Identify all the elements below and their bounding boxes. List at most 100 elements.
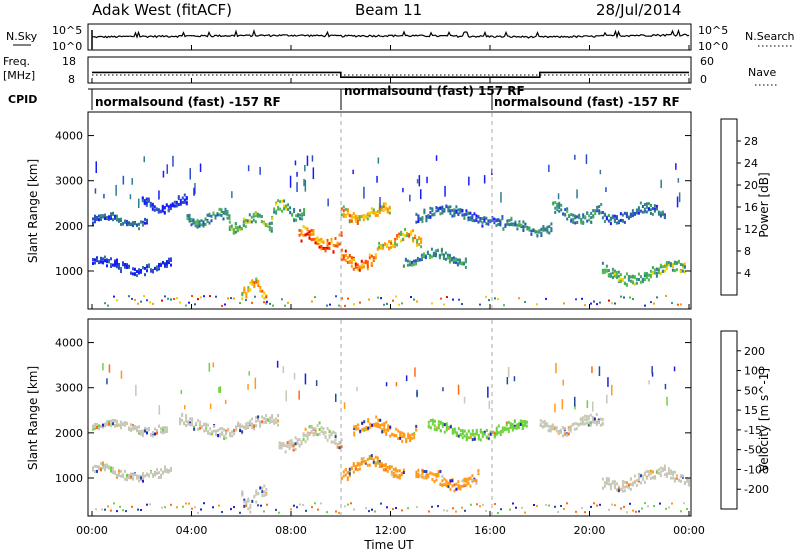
heatmap-cell — [132, 267, 134, 271]
heatmap-cell — [582, 215, 585, 219]
heatmap-cell — [379, 424, 382, 427]
heatmap-cell — [164, 263, 166, 267]
heatmap-cell — [213, 429, 216, 433]
velocity-colorbar-tick-label: -15 — [744, 424, 762, 437]
heatmap-cell — [342, 257, 345, 261]
heatmap-cell — [281, 298, 283, 301]
heatmap-cell — [356, 468, 359, 472]
heatmap-cell — [615, 221, 618, 225]
heatmap-cell — [659, 265, 662, 269]
heatmap-cell — [431, 505, 433, 508]
heatmap-cell — [371, 423, 374, 427]
heatmap-cell — [104, 508, 106, 511]
heatmap-cell — [376, 459, 379, 463]
heatmap-cell — [599, 417, 602, 421]
heatmap-cell — [303, 209, 306, 213]
heatmap-cell — [100, 218, 102, 221]
heatmap-cell — [153, 205, 156, 209]
heatmap-cell — [489, 430, 492, 434]
heatmap-cell — [356, 461, 359, 465]
heatmap-cell — [218, 213, 221, 217]
heatmap-cell — [302, 225, 305, 228]
heatmap-cell — [633, 481, 636, 485]
heatmap-cell — [619, 212, 622, 216]
heatmap-cell — [385, 420, 388, 424]
heatmap-cell — [579, 422, 582, 426]
heatmap-cell — [514, 220, 517, 224]
heatmap-cell — [144, 217, 146, 221]
heatmap-cell — [273, 210, 276, 214]
heatmap-cell — [142, 266, 144, 270]
heatmap-cell — [185, 201, 188, 205]
heatmap-cell — [304, 179, 307, 192]
heatmap-cell — [366, 265, 369, 269]
heatmap-cell — [429, 471, 432, 475]
heatmap-cell — [583, 418, 586, 422]
heatmap-cell — [635, 211, 638, 215]
heatmap-cell — [513, 426, 516, 430]
heatmap-cell — [653, 207, 656, 211]
heatmap-cell — [228, 225, 231, 229]
heatmap-cell — [505, 427, 508, 431]
heatmap-cell — [422, 252, 425, 256]
heatmap-cell — [536, 230, 539, 234]
heatmap-cell — [353, 431, 356, 435]
heatmap-cell — [284, 304, 286, 307]
heatmap-cell — [372, 211, 375, 215]
heatmap-cell — [354, 265, 357, 269]
heatmap-cell — [241, 490, 244, 494]
heatmap-cell — [311, 300, 313, 303]
heatmap-cell — [202, 224, 205, 228]
heatmap-cell — [643, 274, 646, 278]
heatmap-cell — [473, 478, 476, 482]
heatmap-cell — [383, 303, 385, 306]
heatmap-cell — [667, 263, 670, 266]
heatmap-cell — [438, 253, 441, 257]
heatmap-cell — [477, 215, 480, 219]
heatmap-cell — [431, 213, 434, 217]
heatmap-cell — [412, 236, 415, 240]
heatmap-cell — [113, 502, 115, 505]
heatmap-cell — [383, 424, 386, 428]
heatmap-cell — [483, 432, 486, 436]
heatmap-cell — [441, 479, 444, 483]
heatmap-cell — [479, 303, 481, 306]
heatmap-cell — [611, 302, 613, 305]
heatmap-cell — [219, 386, 222, 394]
heatmap-cell — [225, 429, 228, 433]
heatmap-cell — [364, 460, 367, 464]
heatmap-cell — [338, 242, 341, 246]
heatmap-cell — [469, 211, 472, 215]
heatmap-cell — [574, 396, 576, 407]
heatmap-cell — [306, 437, 309, 441]
heatmap-cell — [487, 434, 490, 438]
heatmap-cell — [238, 228, 241, 231]
heatmap-cell — [198, 224, 201, 228]
heatmap-cell — [260, 215, 263, 219]
heatmap-cell — [239, 302, 241, 304]
heatmap-cell — [569, 425, 572, 429]
heatmap-cell — [481, 433, 484, 436]
heatmap-cell — [146, 427, 148, 431]
heatmap-cell — [379, 425, 382, 429]
cpid-segment-2: normalsound (fast) 157 RF — [344, 84, 525, 98]
heatmap-cell — [177, 195, 180, 199]
heatmap-cell — [120, 423, 122, 427]
heatmap-cell — [156, 471, 158, 475]
heatmap-cell — [254, 220, 257, 224]
heatmap-cell — [473, 212, 476, 216]
heatmap-cell — [382, 246, 385, 250]
heatmap-cell — [453, 483, 456, 487]
heatmap-cell — [671, 263, 674, 266]
heatmap-cell — [94, 470, 96, 474]
heatmap-cell — [663, 265, 666, 269]
heatmap-cell — [655, 271, 658, 275]
heatmap-cell — [118, 218, 120, 221]
heatmap-cell — [166, 260, 168, 264]
heatmap-cell — [430, 255, 433, 259]
heatmap-cell — [108, 217, 110, 221]
heatmap-cell — [596, 303, 598, 306]
heatmap-cell — [501, 430, 504, 434]
heatmap-cell — [104, 422, 106, 426]
heatmap-cell — [118, 266, 120, 270]
